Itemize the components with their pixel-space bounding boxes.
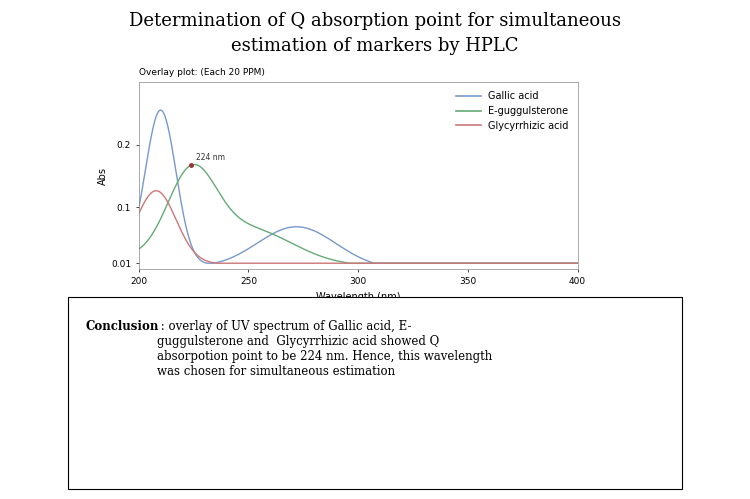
Text: Determination of Q absorption point for simultaneous: Determination of Q absorption point for … — [129, 12, 621, 30]
Text: Overlay plot: (Each 20 PPM): Overlay plot: (Each 20 PPM) — [139, 68, 265, 77]
Text: Conclusion: Conclusion — [86, 320, 159, 333]
Legend: Gallic acid, E-guggulsterone, Glycyrrhizic acid: Gallic acid, E-guggulsterone, Glycyrrhiz… — [452, 87, 573, 135]
Y-axis label: Abs: Abs — [98, 167, 108, 185]
Text: estimation of markers by HPLC: estimation of markers by HPLC — [231, 37, 519, 55]
Text: : overlay of UV spectrum of Gallic acid, E-
guggulsterone and  Glycyrrhizic acid: : overlay of UV spectrum of Gallic acid,… — [157, 320, 492, 378]
X-axis label: Wavelength (nm): Wavelength (nm) — [316, 291, 400, 302]
Text: 224 nm: 224 nm — [196, 153, 225, 162]
